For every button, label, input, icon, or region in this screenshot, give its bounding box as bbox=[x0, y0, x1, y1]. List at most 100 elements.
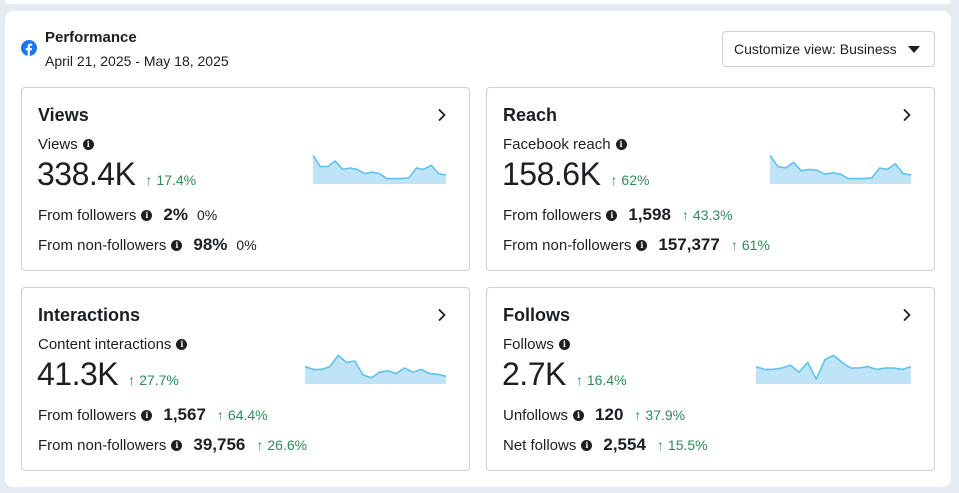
breakdown-change: ↑ 37.9% bbox=[634, 407, 685, 423]
metric-label-text: Views bbox=[38, 136, 78, 153]
metric-change: ↑ 16.4% bbox=[576, 372, 627, 388]
metric-value: 41.3K bbox=[37, 356, 119, 392]
breakdown-change-value: 64.4% bbox=[227, 407, 268, 423]
info-icon[interactable]: i bbox=[141, 209, 153, 221]
breakdown-value: 98% bbox=[193, 235, 228, 254]
metric-value-row: 158.6K ↑ 62% bbox=[502, 156, 649, 193]
arrow-up-icon: ↑ bbox=[681, 207, 689, 223]
breakdown-change: ↑ 64.4% bbox=[217, 407, 268, 423]
sparkline-area bbox=[770, 155, 911, 184]
breakdown-value: 1,567 bbox=[163, 405, 206, 424]
metric-change: ↑ 17.4% bbox=[145, 172, 196, 188]
previous-section-edge bbox=[5, 0, 951, 4]
info-icon[interactable]: i bbox=[141, 409, 153, 421]
arrow-up-icon: ↑ bbox=[145, 172, 153, 188]
sparkline-line bbox=[304, 354, 447, 379]
arrow-up-icon: ↑ bbox=[656, 437, 664, 453]
metric-value-row: 338.4K ↑ 17.4% bbox=[37, 156, 196, 193]
breakdown-change: ↑ 43.3% bbox=[682, 207, 733, 223]
views-card[interactable]: Views Views i 338.4K ↑ 17.4% From follow… bbox=[21, 87, 470, 271]
sparkline-line bbox=[769, 154, 912, 180]
card-title: Interactions bbox=[38, 305, 141, 325]
breakdown-label: Unfollows bbox=[503, 406, 569, 424]
breakdown-change: 0% bbox=[196, 207, 218, 223]
breakdown-change-value: 37.9% bbox=[645, 407, 686, 423]
arrow-up-icon: ↑ bbox=[256, 437, 264, 453]
breakdown-change-value: 15.5% bbox=[667, 437, 708, 453]
metric-value: 2.7K bbox=[502, 356, 566, 392]
sparkline-chart bbox=[755, 354, 912, 384]
card-title: Reach bbox=[503, 105, 558, 125]
metric-label: Content interactions i bbox=[38, 336, 188, 353]
breakdown-value: 2% bbox=[163, 205, 188, 224]
chevron-right-icon[interactable] bbox=[435, 308, 449, 322]
metric-label: Follows i bbox=[503, 336, 570, 353]
breakdown-row-non-followers: From non-followers i 98% 0% bbox=[38, 235, 257, 255]
metric-label-text: Follows bbox=[503, 336, 554, 353]
breakdown-change: ↑ 26.6% bbox=[256, 437, 307, 453]
chevron-right-icon[interactable] bbox=[435, 108, 449, 122]
caret-down-icon bbox=[908, 46, 920, 53]
metric-label: Views i bbox=[38, 136, 94, 153]
metric-change: ↑ 27.7% bbox=[128, 372, 179, 388]
breakdown-label: From followers bbox=[38, 406, 137, 424]
date-range: April 21, 2025 - May 18, 2025 bbox=[45, 53, 229, 69]
metric-label-text: Content interactions bbox=[38, 336, 172, 353]
reach-card[interactable]: Reach Facebook reach i 158.6K ↑ 62% From… bbox=[486, 87, 935, 271]
breakdown-row-followers: From followers i 1,598 ↑ 43.3% bbox=[503, 205, 733, 225]
metric-change-value: 62% bbox=[621, 172, 650, 188]
card-title: Follows bbox=[503, 305, 570, 325]
info-icon[interactable]: i bbox=[606, 209, 618, 221]
metric-value: 158.6K bbox=[502, 156, 601, 192]
info-icon[interactable]: i bbox=[171, 239, 183, 251]
interactions-card[interactable]: Interactions Content interactions i 41.3… bbox=[21, 287, 470, 471]
breakdown-row-followers: From followers i 2% 0% bbox=[38, 205, 217, 225]
sparkline-chart bbox=[312, 154, 447, 184]
breakdown-label: From non-followers bbox=[503, 236, 632, 254]
facebook-icon bbox=[21, 40, 37, 56]
arrow-up-icon: ↑ bbox=[610, 172, 618, 188]
metric-label: Facebook reach i bbox=[503, 136, 627, 153]
metric-change: ↑ 62% bbox=[610, 172, 649, 188]
performance-panel: Performance April 21, 2025 - May 18, 202… bbox=[5, 11, 951, 487]
arrow-up-icon: ↑ bbox=[216, 407, 224, 423]
breakdown-row-non-followers: From non-followers i 157,377 ↑ 61% bbox=[503, 235, 770, 255]
breakdown-row-net-follows: Net follows i 2,554 ↑ 15.5% bbox=[503, 435, 708, 455]
metric-value: 338.4K bbox=[37, 156, 136, 192]
info-icon[interactable]: i bbox=[581, 439, 593, 451]
breakdown-change: 0% bbox=[236, 237, 257, 253]
metric-value-row: 41.3K ↑ 27.7% bbox=[37, 356, 179, 393]
customize-view-label: Customize view: Business bbox=[734, 41, 897, 57]
info-icon[interactable]: i bbox=[573, 409, 585, 421]
breakdown-change-value: 26.6% bbox=[267, 437, 308, 453]
info-icon[interactable]: i bbox=[615, 139, 627, 150]
info-icon[interactable]: i bbox=[558, 339, 570, 350]
sparkline-area bbox=[305, 355, 446, 384]
follows-card[interactable]: Follows Follows i 2.7K ↑ 16.4% Unfollows… bbox=[486, 287, 935, 471]
breakdown-value: 120 bbox=[595, 405, 624, 424]
breakdown-value: 157,377 bbox=[658, 235, 720, 254]
arrow-up-icon: ↑ bbox=[128, 372, 136, 388]
breakdown-value: 1,598 bbox=[628, 205, 671, 224]
breakdown-label: Net follows bbox=[503, 436, 577, 454]
breakdown-row-followers: From followers i 1,567 ↑ 64.4% bbox=[38, 405, 268, 425]
customize-view-dropdown[interactable]: Customize view: Business bbox=[722, 31, 935, 67]
info-icon[interactable]: i bbox=[636, 239, 648, 251]
breakdown-label: From non-followers bbox=[38, 436, 167, 454]
card-title: Views bbox=[38, 105, 89, 125]
metric-value-row: 2.7K ↑ 16.4% bbox=[502, 356, 627, 393]
chevron-right-icon[interactable] bbox=[900, 308, 914, 322]
info-icon[interactable]: i bbox=[176, 339, 188, 350]
breakdown-value: 39,756 bbox=[193, 435, 246, 454]
page-title: Performance bbox=[45, 29, 137, 46]
breakdown-value: 2,554 bbox=[603, 435, 646, 454]
breakdown-label: From followers bbox=[38, 206, 137, 224]
info-icon[interactable]: i bbox=[82, 139, 94, 150]
breakdown-change: ↑ 61% bbox=[731, 237, 770, 253]
arrow-up-icon: ↑ bbox=[730, 237, 738, 253]
metric-label-text: Facebook reach bbox=[503, 136, 611, 153]
metric-change-value: 27.7% bbox=[139, 372, 179, 388]
info-icon[interactable]: i bbox=[171, 439, 183, 451]
sparkline-chart bbox=[769, 154, 912, 184]
chevron-right-icon[interactable] bbox=[900, 108, 914, 122]
